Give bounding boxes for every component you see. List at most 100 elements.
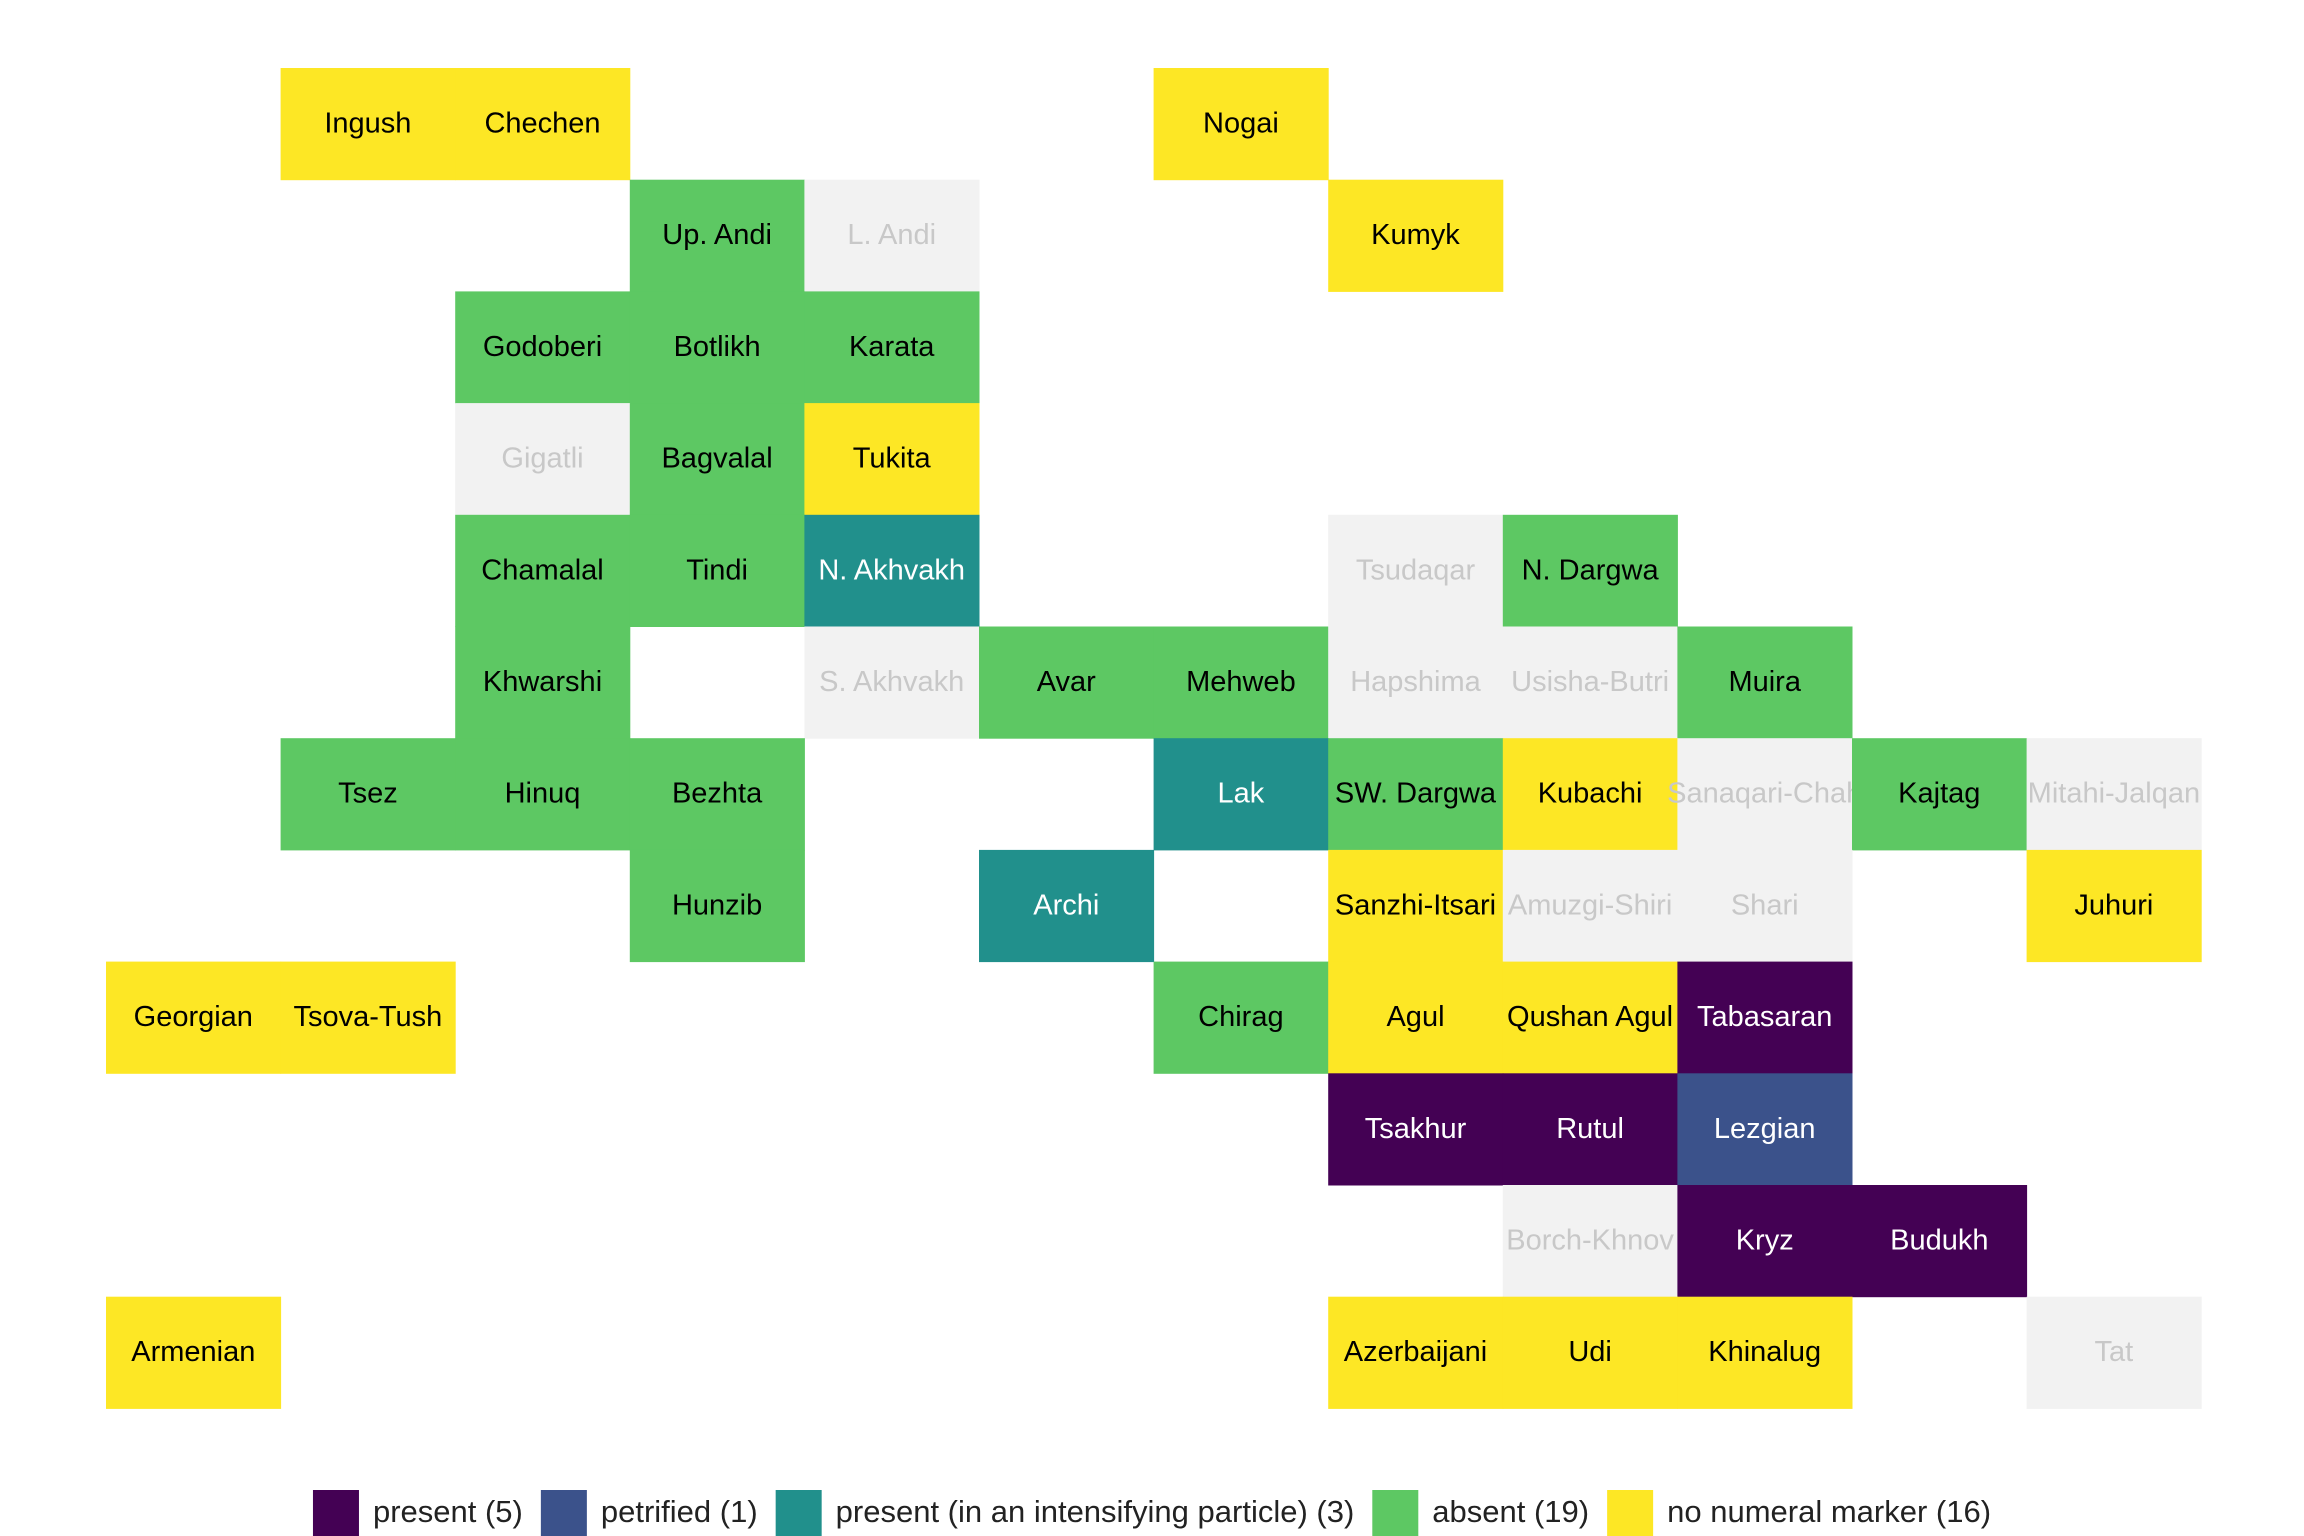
tile xyxy=(629,738,805,851)
tile-label: Gigatli xyxy=(501,443,583,475)
tile xyxy=(455,514,631,627)
tile xyxy=(2026,849,2202,963)
tile xyxy=(1328,961,1504,1074)
tile xyxy=(1502,626,1678,739)
tile xyxy=(280,961,456,1074)
tile-label: Khinalug xyxy=(1708,1336,1821,1368)
tile-label: Hapshima xyxy=(1350,666,1481,698)
tile xyxy=(455,738,631,851)
tile xyxy=(1677,1185,1853,1298)
legend: present (5) petrified (1) present (in an i… xyxy=(312,1490,1991,1536)
tile xyxy=(455,403,631,516)
tile xyxy=(455,68,631,181)
tile-label: Kajtag xyxy=(1898,778,1980,810)
tile-label: Kumyk xyxy=(1371,219,1460,251)
tile xyxy=(804,626,980,739)
tile-label: SW. Dargwa xyxy=(1335,778,1497,810)
tile-label: Chechen xyxy=(484,108,600,140)
tile xyxy=(1502,961,1678,1074)
tile-label: Rutul xyxy=(1556,1113,1624,1145)
tile xyxy=(1502,1073,1678,1186)
tile-label: Azerbaijani xyxy=(1344,1336,1487,1368)
tile xyxy=(106,1296,282,1409)
legend-swatch xyxy=(312,1490,359,1536)
tile xyxy=(1328,1296,1504,1409)
tile-label: Tat xyxy=(2095,1336,2134,1368)
tile xyxy=(1677,1296,1853,1409)
tile xyxy=(629,179,805,292)
tile-label: Muira xyxy=(1728,666,1801,698)
tile-label: Tukita xyxy=(853,443,932,475)
tile-label: Juhuri xyxy=(2074,889,2153,921)
tile xyxy=(629,291,805,404)
tile-label: Bezhta xyxy=(672,778,763,810)
legend-swatch xyxy=(775,1490,822,1536)
tile-label: Shari xyxy=(1731,889,1799,921)
tile-label: Up. Andi xyxy=(662,219,772,251)
tile-label: Lak xyxy=(1218,778,1265,810)
tile xyxy=(1677,1073,1853,1186)
tile xyxy=(804,403,980,516)
tile xyxy=(1328,179,1504,292)
tile-label: Georgian xyxy=(134,1001,253,1033)
tile-label: Avar xyxy=(1037,666,1096,698)
legend-label: present (5) xyxy=(373,1494,523,1529)
tile-label: Tsudaqar xyxy=(1356,554,1476,586)
tile-label: Tsova-Tush xyxy=(293,1001,442,1033)
tile-label: Karata xyxy=(849,331,935,363)
legend-swatch xyxy=(1372,1490,1419,1536)
legend-label: absent (19) xyxy=(1432,1494,1589,1529)
tile-label: Lezgian xyxy=(1714,1113,1816,1145)
tile xyxy=(1153,961,1329,1074)
tile xyxy=(280,68,456,181)
tile-label: Nogai xyxy=(1203,108,1279,140)
tile-label: Armenian xyxy=(131,1336,255,1368)
tile-label: Tsez xyxy=(338,778,398,810)
tile-label: Ingush xyxy=(324,108,411,140)
tile-label: Archi xyxy=(1033,889,1099,921)
tile-label: Tabasaran xyxy=(1697,1001,1832,1033)
tile xyxy=(1502,738,1678,851)
tile xyxy=(629,514,805,627)
tile xyxy=(1502,849,1678,963)
legend-swatch xyxy=(540,1490,587,1536)
tile-label: Tindi xyxy=(686,554,748,586)
tile xyxy=(1328,514,1504,627)
tile-label: Udi xyxy=(1568,1336,1612,1368)
tile xyxy=(1153,626,1329,739)
tile-label: Sanaqari-Chah xyxy=(1667,778,1862,810)
tile-label: Tsakhur xyxy=(1365,1113,1467,1145)
tile xyxy=(1328,738,1504,851)
tile-label: Hunzib xyxy=(672,889,762,921)
tile xyxy=(629,849,805,963)
tile xyxy=(1677,626,1853,739)
legend-swatch xyxy=(1607,1490,1654,1536)
tile xyxy=(2026,738,2202,851)
tile xyxy=(1677,961,1853,1074)
tile-label: N. Dargwa xyxy=(1522,554,1660,586)
tile xyxy=(979,849,1155,963)
tile-label: Hinuq xyxy=(505,778,581,810)
tile xyxy=(280,738,456,851)
tile-label: Borch-Khnov xyxy=(1506,1225,1674,1257)
tile-label: Mehweb xyxy=(1186,666,1296,698)
tile-label: Godoberi xyxy=(483,331,602,363)
legend-label: present (in an intensifying particle) (3… xyxy=(836,1494,1355,1529)
tile xyxy=(1153,738,1329,851)
tile-layer: Ingush Chechen Nogai Up. Andi L. Andi Kumyk Go… xyxy=(106,68,2202,1409)
tile-label: Kryz xyxy=(1736,1225,1794,1257)
legend-label: no numeral marker (16) xyxy=(1667,1494,1991,1529)
tile-label: Budukh xyxy=(1890,1225,1988,1257)
tile xyxy=(1328,849,1504,963)
tile-label: Chirag xyxy=(1198,1001,1283,1033)
tile xyxy=(1852,1185,2028,1298)
tile-label: Agul xyxy=(1386,1001,1444,1033)
tile xyxy=(1328,626,1504,739)
tile xyxy=(979,626,1155,739)
tile-label: S. Akhvakh xyxy=(819,666,964,698)
tile xyxy=(1852,738,2028,851)
tile xyxy=(1328,1073,1504,1186)
tile-label: Botlikh xyxy=(674,331,761,363)
